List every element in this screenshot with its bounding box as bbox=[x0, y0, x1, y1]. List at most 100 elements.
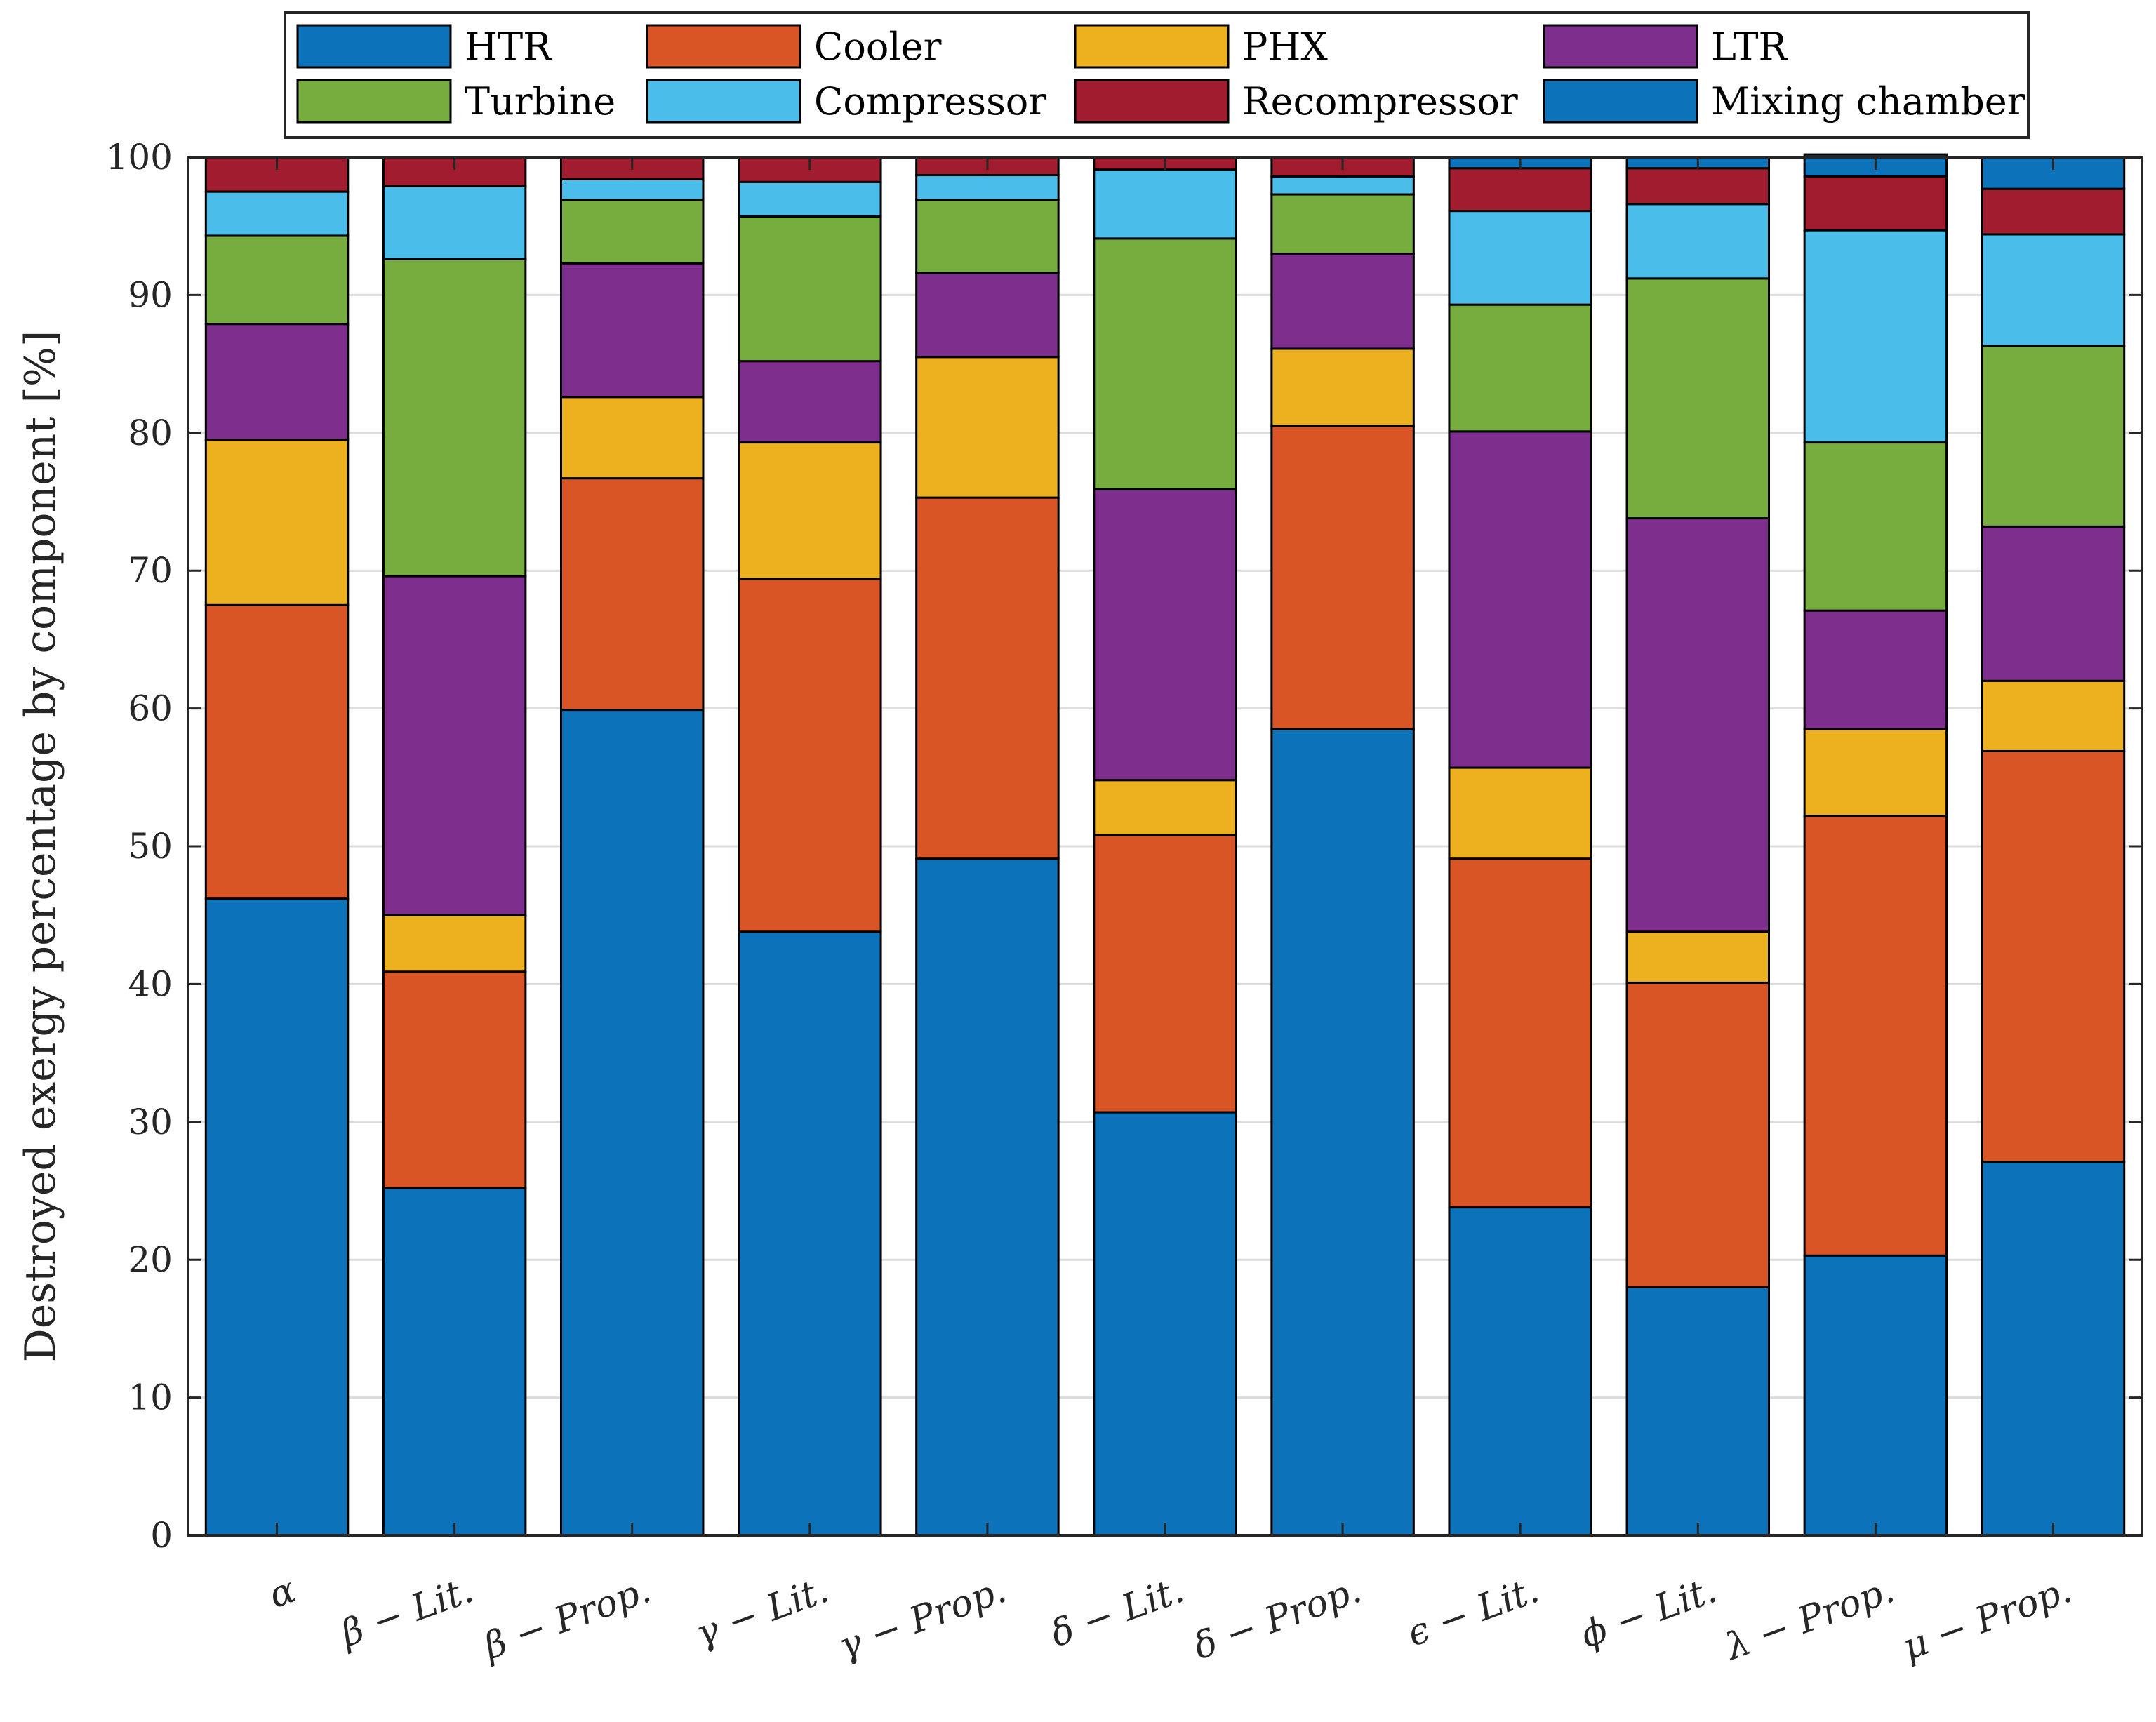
bar-segment-phx bbox=[1981, 679, 2126, 752]
bar-segment-compressor bbox=[1270, 175, 1415, 196]
bar-segment-cooler bbox=[1981, 749, 2126, 1163]
legend-label: PHX bbox=[1242, 25, 1328, 69]
legend-label: Cooler bbox=[814, 25, 942, 69]
bar-segment-turbine bbox=[559, 199, 705, 265]
bar-segment-phx bbox=[915, 356, 1060, 499]
y-axis-ticks: 0 10 20 30 40 50 60 70 80 90 100 bbox=[106, 137, 2142, 1556]
bar-segment-cooler bbox=[1270, 425, 1415, 730]
legend-label: Compressor bbox=[814, 79, 1046, 124]
bar-segment-recompressor bbox=[1625, 167, 1771, 206]
y-tick-label: 50 bbox=[128, 826, 173, 867]
bar-segment-phx bbox=[1093, 779, 1237, 836]
bar-segment-ltr bbox=[915, 272, 1060, 359]
legend-label: HTR bbox=[465, 25, 552, 69]
bar-segment-turbine bbox=[1270, 193, 1415, 255]
bar-segment-cooler bbox=[559, 477, 705, 712]
legend-swatch bbox=[646, 24, 801, 69]
legend-label: Recompressor bbox=[1242, 79, 1518, 124]
bar-segment-cooler bbox=[1448, 857, 1592, 1209]
bar-segment-htr bbox=[1270, 728, 1415, 1537]
bar-segment-compressor bbox=[1448, 210, 1592, 306]
bar-segment-ltr bbox=[1093, 488, 1237, 782]
bar-segment-htr bbox=[1093, 1111, 1237, 1537]
legend-swatch bbox=[1074, 24, 1230, 69]
y-tick-label: 0 bbox=[150, 1515, 173, 1556]
bar-segment-recompressor bbox=[1981, 187, 2126, 236]
legend-swatch bbox=[1543, 24, 1698, 69]
y-axis-label: Destroyed exergy percentage by component… bbox=[16, 331, 65, 1363]
bar-segment-phx bbox=[1803, 728, 1948, 817]
bar-segment-compressor bbox=[1803, 229, 1948, 444]
bar-segment-compressor bbox=[559, 178, 705, 201]
bar-segment-cooler bbox=[915, 496, 1060, 860]
bar-segment-htr bbox=[1803, 1254, 1948, 1537]
bar-segment-ltr bbox=[1981, 525, 2126, 682]
legend-swatch bbox=[1543, 79, 1698, 124]
bar-segment-htr bbox=[915, 857, 1060, 1537]
bar-segment-phx bbox=[382, 914, 527, 973]
y-tick-label: 100 bbox=[106, 137, 173, 178]
legend-swatch bbox=[1074, 79, 1230, 124]
bar-segment-turbine bbox=[382, 258, 527, 578]
bar-segment-turbine bbox=[1448, 303, 1592, 433]
y-tick-label: 60 bbox=[128, 688, 173, 729]
bar-segment-htr bbox=[382, 1187, 527, 1537]
bar-segment-phx bbox=[559, 396, 705, 480]
bar-segment-ltr bbox=[382, 575, 527, 916]
y-tick-label: 70 bbox=[128, 550, 173, 591]
y-tick-label: 80 bbox=[128, 413, 173, 453]
y-tick-label: 30 bbox=[128, 1102, 173, 1142]
bar-segment-htr bbox=[204, 897, 350, 1537]
bar-segment-recompressor bbox=[1803, 175, 1948, 232]
y-tick-label: 20 bbox=[128, 1239, 173, 1280]
bar-segment-compressor bbox=[1625, 203, 1771, 280]
bar-segment-compressor bbox=[382, 185, 527, 260]
legend-label: LTR bbox=[1711, 25, 1788, 69]
bar-segment-htr bbox=[738, 930, 882, 1537]
bars-group bbox=[204, 153, 2126, 1537]
bar-segment-cooler bbox=[204, 603, 350, 900]
bar-segment-turbine bbox=[915, 199, 1060, 274]
bar-segment-htr bbox=[1448, 1206, 1592, 1537]
legend-label: Turbine bbox=[465, 79, 615, 124]
bar-segment-recompressor bbox=[1448, 167, 1592, 213]
bar-segment-phx bbox=[1625, 930, 1771, 984]
bar-segment-cooler bbox=[1803, 815, 1948, 1257]
y-tick-label: 90 bbox=[128, 274, 173, 315]
bar-segment-turbine bbox=[204, 234, 350, 326]
bar-segment-cooler bbox=[1093, 834, 1237, 1114]
bar-segment-phx bbox=[738, 441, 882, 580]
bar-segment-ltr bbox=[1625, 517, 1771, 933]
bar-segment-phx bbox=[204, 439, 350, 606]
bar-segment-ltr bbox=[1270, 252, 1415, 350]
bar-segment-compressor bbox=[915, 174, 1060, 201]
bar-segment-ltr bbox=[1803, 609, 1948, 730]
bar-segment-htr bbox=[1625, 1286, 1771, 1537]
bar-segment-htr bbox=[1981, 1161, 2126, 1537]
bar-segment-turbine bbox=[1981, 345, 2126, 528]
bar-segment-ltr bbox=[559, 262, 705, 399]
bar-segment-phx bbox=[1270, 347, 1415, 427]
bar-segment-ltr bbox=[738, 360, 882, 444]
bar-segment-turbine bbox=[738, 215, 882, 363]
bar-segment-ltr bbox=[1448, 430, 1592, 769]
bar-segment-compressor bbox=[1093, 168, 1237, 240]
bar-segment-compressor bbox=[204, 190, 350, 237]
y-tick-label: 40 bbox=[128, 963, 173, 1004]
bar-segment-ltr bbox=[204, 323, 350, 441]
bar-segment-turbine bbox=[1093, 237, 1237, 490]
bar-segment-htr bbox=[559, 709, 705, 1537]
legend: HTR Cooler PHX LTR Turbine Compressor Recompre… bbox=[284, 11, 2030, 139]
bar-segment-cooler bbox=[738, 578, 882, 933]
bar-segment-compressor bbox=[738, 180, 882, 218]
bar-segment-turbine bbox=[1625, 277, 1771, 520]
legend-swatch bbox=[296, 24, 452, 69]
legend-label: Mixing chamber bbox=[1711, 79, 2025, 124]
bar-segment-cooler bbox=[382, 970, 527, 1189]
bar-segment-cooler bbox=[1625, 981, 1771, 1288]
bar-segment-compressor bbox=[1981, 233, 2126, 347]
y-tick-label: 10 bbox=[128, 1377, 173, 1418]
bar-segment-phx bbox=[1448, 766, 1592, 860]
